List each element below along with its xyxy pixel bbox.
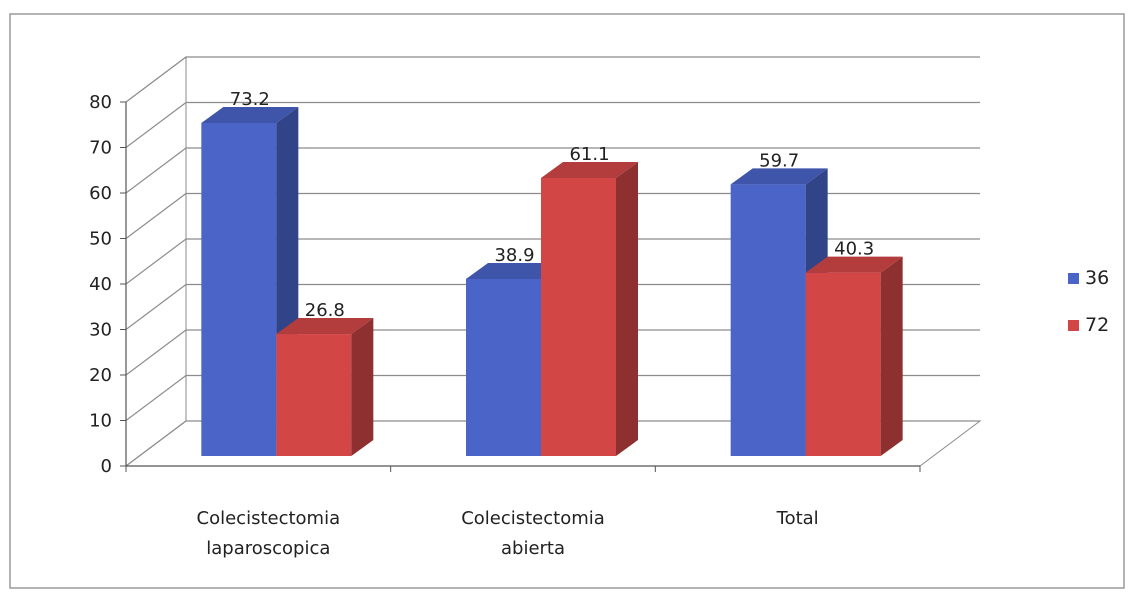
- bar-top: [201, 106, 299, 123]
- bar-front: [466, 279, 541, 456]
- bar-side: [880, 256, 903, 456]
- x-category-label: Total: [776, 508, 819, 529]
- gridline: [125, 147, 980, 194]
- bar-top: [276, 318, 374, 335]
- gridline: [125, 283, 980, 330]
- bar-side: [351, 318, 374, 456]
- bar: [276, 318, 374, 456]
- bar: [541, 161, 638, 456]
- data-label: 73.2: [230, 89, 270, 110]
- bar-front: [730, 184, 806, 457]
- bar-front: [805, 272, 881, 456]
- gridline: [125, 192, 980, 239]
- bar-side: [616, 161, 638, 456]
- gridline: [125, 101, 980, 148]
- data-label: 38.9: [494, 245, 534, 266]
- y-tick-label: 30: [89, 320, 112, 341]
- bar-front: [541, 177, 616, 456]
- bar-top: [805, 256, 903, 273]
- y-tick-label: 70: [89, 138, 112, 159]
- bar-front: [276, 334, 352, 456]
- x-category-label: abierta: [501, 538, 565, 559]
- bar-front: [201, 122, 277, 456]
- legend-label: 72: [1085, 314, 1109, 336]
- bar: [805, 256, 903, 456]
- legend: 36 72: [1068, 267, 1109, 336]
- y-tick-label: 60: [89, 183, 112, 204]
- gridline: [125, 56, 980, 103]
- y-tick-label: 50: [89, 229, 112, 250]
- legend-label: 36: [1085, 267, 1109, 289]
- x-category-label: Colecistectomia: [461, 508, 605, 529]
- legend-swatch: [1068, 320, 1079, 331]
- gridline: [125, 329, 980, 376]
- y-tick-label: 80: [89, 92, 112, 113]
- legend-swatch: [1068, 273, 1079, 284]
- x-axis: Colecistectomia laparoscopica Colecistecto…: [125, 465, 921, 559]
- data-labels: 73.2 26.8 38.9 61.1 59.7 40.3: [230, 89, 874, 321]
- y-tick-label: 20: [89, 365, 112, 386]
- bar-top: [466, 263, 563, 280]
- gridlines: [125, 56, 980, 467]
- x-category-label: laparoscopica: [206, 538, 330, 559]
- data-label: 40.3: [834, 239, 874, 260]
- gridline: [125, 238, 980, 285]
- y-axis: 0 10 20 30 40 50 60 70 80: [89, 92, 127, 477]
- y-tick-label: 10: [89, 411, 112, 432]
- bar-top: [541, 161, 638, 178]
- gridline: [125, 420, 980, 467]
- gridline: [125, 374, 980, 421]
- bar-top: [730, 168, 828, 185]
- data-label: 26.8: [305, 300, 345, 321]
- data-label: 59.7: [759, 150, 799, 171]
- y-tick-label: 40: [89, 274, 112, 295]
- bars: [201, 106, 903, 457]
- y-tick-label: 0: [101, 456, 112, 477]
- x-category-label: Colecistectomia: [197, 508, 341, 529]
- data-label: 61.1: [569, 144, 609, 165]
